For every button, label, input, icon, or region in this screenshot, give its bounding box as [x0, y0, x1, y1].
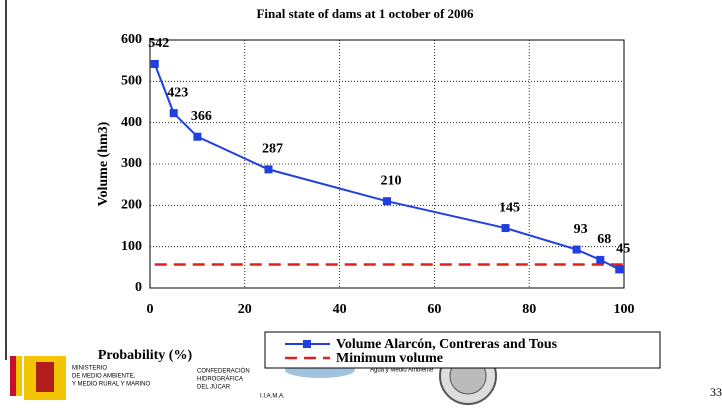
data-label: 542 [148, 36, 169, 51]
y-tick-label: 100 [121, 239, 142, 254]
legend-marker [303, 340, 311, 348]
data-point [596, 255, 605, 264]
data-point [615, 265, 624, 274]
logo-text: DE MEDIO AMBIENTE, [72, 374, 136, 380]
x-tick-label: 100 [614, 302, 635, 317]
chart-title: Final state of dams at 1 october of 2006 [256, 6, 474, 21]
legend-label: Minimum volume [336, 351, 443, 366]
ministry-logo: MINISTERIO DE MEDIO AMBIENTE, Y MEDIO RU… [10, 356, 250, 400]
data-point [169, 109, 178, 118]
x-tick-label: 40 [333, 302, 347, 317]
y-tick-label: 300 [121, 156, 142, 171]
y-tick-label: 400 [121, 115, 142, 130]
data-label: 68 [597, 232, 611, 247]
data-point [383, 197, 391, 206]
x-tick-label: 0 [147, 302, 154, 317]
flag-stripe [10, 356, 16, 396]
flag-stripe [16, 356, 22, 396]
y-axis-label: Volume (hm3) [96, 121, 111, 206]
y-tick-label: 0 [135, 280, 142, 295]
logo-text: CONFEDERACIÓN [197, 368, 250, 375]
data-label: 45 [616, 242, 630, 257]
data-label: 287 [262, 142, 283, 157]
logo-text: Y MEDIO RURAL Y MARINO [72, 382, 150, 388]
x-tick-label: 20 [238, 302, 252, 317]
legend-label: Volume Alarcón, Contreras and Tous [336, 337, 558, 352]
logo-text: I.I.A.M.A. [260, 394, 285, 400]
data-point [264, 165, 273, 174]
data-label: 210 [381, 173, 402, 188]
legend-box [264, 331, 661, 369]
page-number: 33 [710, 385, 722, 399]
data-label: 145 [499, 200, 520, 215]
y-tick-label: 500 [121, 74, 142, 89]
data-label: 93 [574, 222, 588, 237]
y-tick-label: 200 [121, 198, 142, 213]
y-tick-label: 600 [121, 32, 142, 47]
logo-text: MINISTERIO [72, 366, 107, 372]
data-point [150, 59, 159, 68]
logo-text: HIDROGRÁFICA [197, 376, 243, 383]
x-axis-label: Probability (%) [98, 348, 193, 363]
x-tick-label: 60 [427, 302, 441, 317]
data-point [572, 245, 581, 254]
data-point [193, 132, 202, 141]
data-label: 366 [191, 109, 212, 124]
x-tick-label: 80 [522, 302, 536, 317]
coat-of-arms [36, 362, 54, 392]
logo-text: DEL JÚCAR [197, 384, 231, 391]
logo-text: Agua y Medio Ambiente [370, 368, 434, 374]
data-label: 423 [167, 85, 188, 100]
data-point [501, 224, 510, 233]
